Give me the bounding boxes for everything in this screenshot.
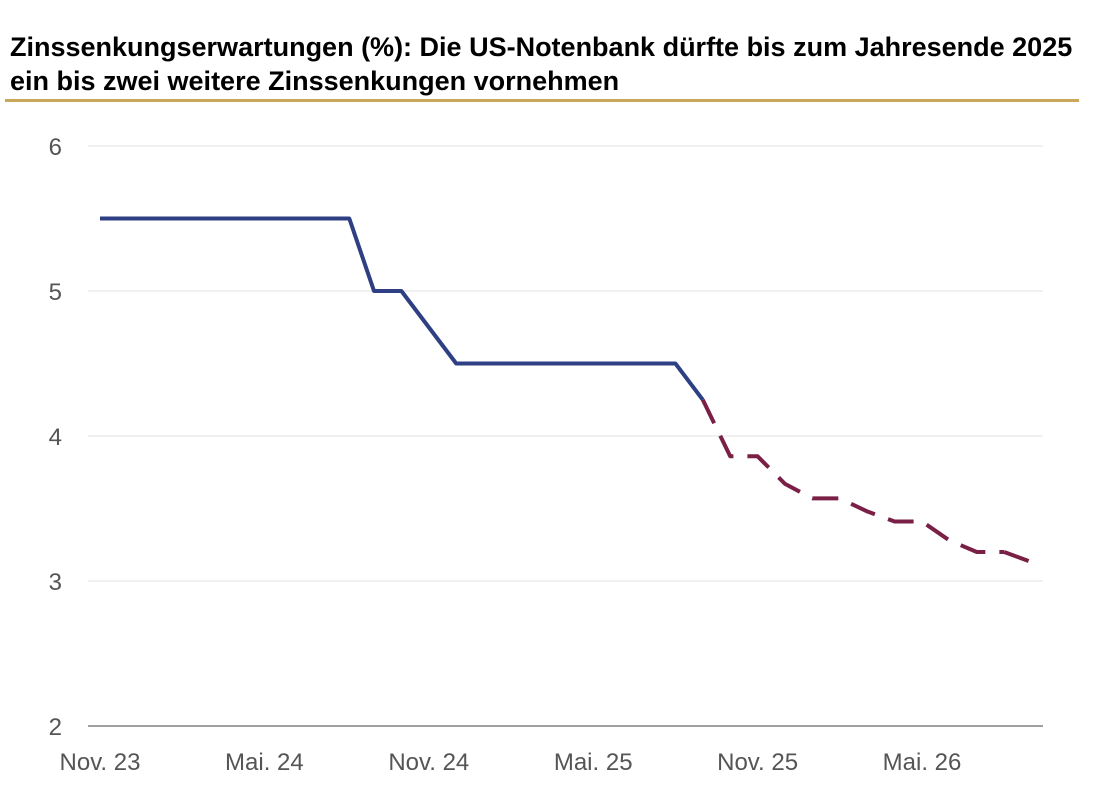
series-line-2-dashed xyxy=(1003,550,1033,564)
y-tick-label-6: 6 xyxy=(49,134,62,161)
x-axis-labels: Nov. 23 Mai. 24 Nov. 24 Mai. 25 Nov. 25 Mai. … xyxy=(60,749,962,776)
x-tick-label-5: Mai. 26 xyxy=(883,749,962,776)
series-line-1-dashed xyxy=(701,398,1005,554)
x-tick-label-0: Nov. 23 xyxy=(60,749,141,776)
y-tick-label-3: 3 xyxy=(49,569,62,596)
grid-lines xyxy=(88,145,1043,582)
series-line-0-solid xyxy=(100,216,705,402)
x-tick-label-4: Nov. 25 xyxy=(717,749,798,776)
x-tick-label-2: Nov. 24 xyxy=(388,749,469,776)
title-rule xyxy=(5,99,1079,102)
x-tick-label-3: Mai. 25 xyxy=(554,749,633,776)
y-tick-label-2: 2 xyxy=(49,714,62,741)
y-tick-label-5: 5 xyxy=(49,279,62,306)
series-lines xyxy=(100,216,1033,564)
x-tick-label-1: Mai. 24 xyxy=(225,749,304,776)
chart-title: Zinssenkungserwartungen (%): Die US-Note… xyxy=(10,32,1073,96)
y-tick-label-4: 4 xyxy=(49,424,62,451)
y-axis-labels: 2 3 4 5 6 xyxy=(49,134,62,741)
